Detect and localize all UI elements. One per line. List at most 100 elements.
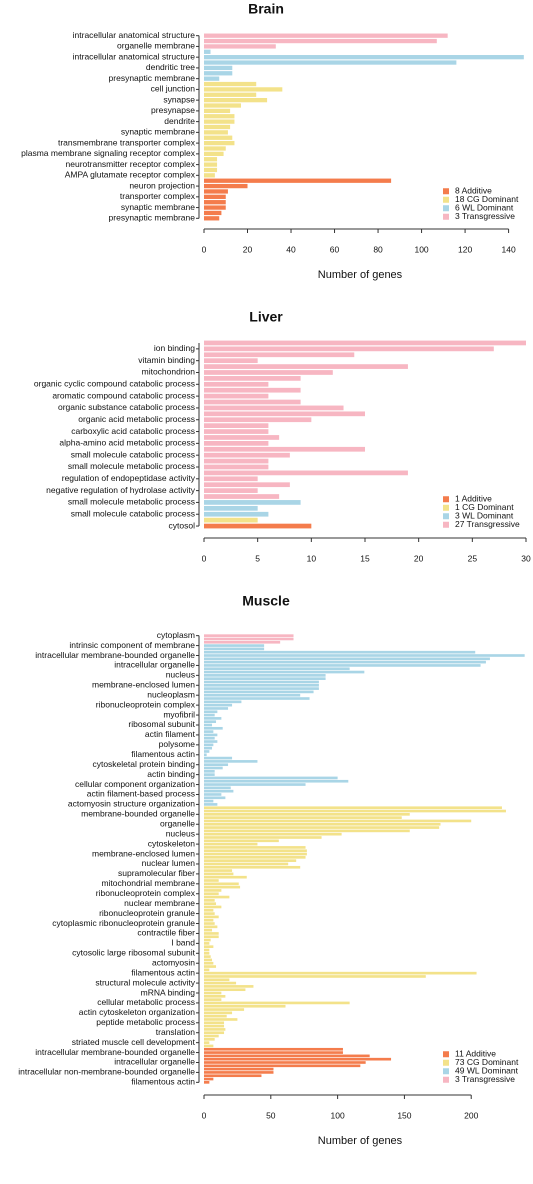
bar — [204, 650, 476, 654]
bar — [204, 674, 326, 677]
bar — [204, 1028, 226, 1031]
bar — [204, 991, 222, 995]
bar — [204, 852, 307, 856]
bar — [204, 796, 226, 800]
bar — [204, 697, 310, 700]
y-tick-label: organic acid metabolic process — [78, 414, 195, 424]
bar — [204, 405, 344, 411]
x-tick-label: 100 — [414, 244, 428, 254]
bar — [204, 912, 215, 915]
bar — [204, 700, 242, 704]
y-tick-label: filamentous actin — [131, 967, 195, 977]
bar — [204, 108, 231, 114]
x-tick-label: 40 — [286, 244, 296, 254]
bar — [204, 1034, 219, 1038]
bar — [204, 773, 215, 776]
y-tick-label: intracellular organelle — [114, 1057, 195, 1067]
bar — [204, 399, 301, 405]
y-tick-label: membrane-enclosed lumen — [92, 680, 195, 690]
bar — [204, 60, 457, 65]
bar — [204, 458, 269, 464]
bar — [204, 769, 215, 773]
bar — [204, 364, 408, 369]
y-tick-label: aromatic compound catabolic process — [52, 390, 195, 400]
bar — [204, 915, 219, 919]
y-tick-label: cytoplasm — [157, 630, 195, 640]
bar — [204, 135, 233, 140]
chart-title: Liver — [249, 309, 283, 325]
y-tick-label: intracellular organelle — [114, 660, 195, 670]
legend-label: 3 Transgressive — [455, 1074, 515, 1084]
legend-label: 49 WL Dominant — [455, 1066, 519, 1076]
bar — [204, 205, 226, 210]
y-tick-label: organelle membrane — [117, 41, 195, 51]
y-tick-label: intracellular anatomical structure — [73, 51, 196, 61]
bar — [204, 766, 223, 770]
bar — [204, 352, 355, 358]
bar — [204, 1081, 210, 1084]
bar — [204, 1077, 214, 1081]
x-tick-label: 0 — [202, 1110, 207, 1120]
bar — [204, 1067, 274, 1071]
legend-swatch — [443, 1076, 449, 1083]
y-tick-label: actomyosin — [152, 957, 195, 967]
bar — [204, 985, 254, 988]
bar — [204, 358, 258, 364]
bar — [204, 945, 214, 949]
bar — [204, 856, 306, 859]
bar — [204, 393, 269, 399]
bar — [204, 146, 226, 151]
bar — [204, 846, 306, 849]
x-tick-label: 150 — [397, 1110, 411, 1120]
bar — [204, 865, 301, 869]
y-tick-label: translation — [156, 1027, 195, 1037]
legend-label: 3 Transgressive — [455, 211, 515, 221]
chart-title: Brain — [248, 1, 284, 17]
bar — [204, 899, 215, 902]
y-tick-label: transmembrane transporter complex — [58, 137, 196, 147]
bar — [204, 763, 229, 767]
bar — [204, 875, 247, 879]
y-tick-label: synaptic membrane — [121, 202, 195, 212]
bar — [204, 151, 224, 157]
bar — [204, 644, 265, 647]
bar — [204, 97, 268, 103]
bar — [204, 65, 233, 71]
bar — [204, 1008, 245, 1011]
bar — [204, 717, 222, 720]
bar — [204, 1024, 225, 1028]
bar — [204, 647, 265, 651]
bar — [204, 167, 218, 173]
bar — [204, 76, 220, 81]
bar — [204, 1031, 225, 1035]
bar — [204, 889, 222, 892]
x-tick-label: 0 — [202, 244, 207, 254]
bar — [204, 429, 269, 434]
y-tick-label: small molecule catabolic process — [71, 508, 195, 518]
x-tick-label: 30 — [521, 553, 531, 563]
bar — [204, 44, 276, 49]
bar — [204, 981, 237, 985]
bar — [204, 703, 233, 707]
bar — [204, 819, 472, 823]
bar — [204, 707, 229, 710]
bar — [204, 183, 248, 189]
bar — [204, 1057, 392, 1061]
bar — [204, 829, 410, 833]
bar — [204, 417, 312, 423]
y-tick-label: filamentous actin — [131, 749, 195, 759]
x-tick-label: 0 — [202, 553, 207, 563]
x-tick-label: 80 — [373, 244, 383, 254]
bar — [204, 803, 218, 806]
y-tick-label: vitamin binding — [138, 355, 195, 365]
bar — [204, 140, 235, 146]
bar — [204, 968, 210, 972]
bar — [204, 799, 214, 803]
bar — [204, 446, 365, 452]
bar — [204, 683, 319, 687]
bar — [204, 961, 214, 965]
y-tick-label: cell junction — [151, 84, 196, 94]
bar — [204, 1054, 370, 1058]
bar — [204, 81, 257, 87]
bar — [204, 370, 333, 375]
